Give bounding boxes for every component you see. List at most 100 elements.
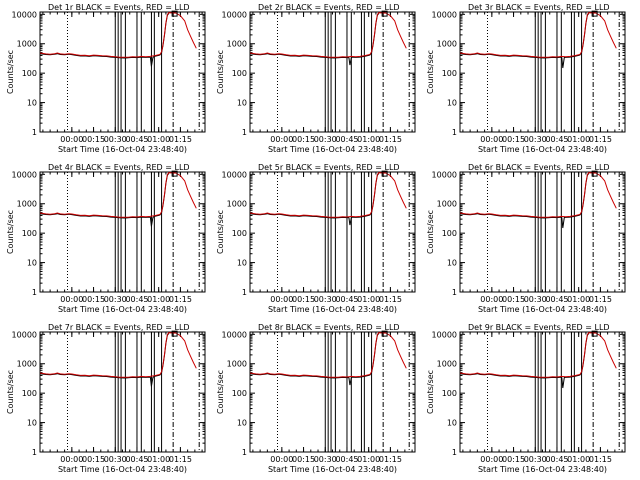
panel-title: Det 5r BLACK = Events, RED = LLD [258,163,400,172]
x-tick-label: 00:15 [502,135,525,144]
chart-panel-2: Det 2r BLACK = Events, RED = LLD 1 10 100 10… [216,3,416,154]
x-axis-label: Start Time (16-Oct-04 23:48:40) [58,465,187,474]
x-tick-label: 00:30 [314,135,337,144]
x-tick-label: 00:45 [125,135,148,144]
y-tick-label: 10 [447,99,457,108]
y-tick-label: 10000 [12,170,37,179]
x-tick-label: 00:00 [60,455,83,464]
x-axis-label: Start Time (16-Oct-04 23:48:40) [478,145,607,154]
y-tick-label: 1000 [227,40,247,49]
x-tick-label: 01:00 [147,455,170,464]
x-tick-label: 01:15 [589,455,612,464]
y-tick-label: 10000 [432,10,457,19]
x-tick-label: 00:45 [545,455,568,464]
events-series-line [249,13,380,66]
x-tick-label: 00:30 [524,295,547,304]
x-tick-label: 01:00 [147,295,170,304]
x-axis-label: Start Time (16-Oct-04 23:48:40) [478,465,607,474]
x-tick-label: 00:45 [335,295,358,304]
y-tick-label: 1000 [17,200,37,209]
events-series-line [459,13,590,69]
x-tick-label: 00:00 [60,295,83,304]
y-tick-label: 10000 [432,170,457,179]
x-tick-label: 01:15 [169,135,192,144]
x-tick-label: 00:15 [502,455,525,464]
events-series-line [249,173,380,226]
panel-title: Det 1r BLACK = Events, RED = LLD [48,3,190,12]
chart-panel-5: Det 5r BLACK = Events, RED = LLD 1 10 100 10… [216,163,416,314]
plot-frame [249,11,416,133]
x-tick-label: 01:15 [379,455,402,464]
y-tick-label: 1 [32,128,37,137]
x-tick-label: 00:00 [480,295,503,304]
lld-series-line [459,172,617,218]
y-tick-label: 1 [32,288,37,297]
lld-series-line [249,12,407,58]
x-tick-label: 01:00 [357,295,380,304]
data-marker [591,330,598,337]
y-tick-label: 10000 [432,330,457,339]
y-tick-label: 100 [442,389,457,398]
y-tick-label: 10000 [222,330,247,339]
chart-panel-3: Det 3r BLACK = Events, RED = LLD 1 10 100 10… [426,3,626,154]
y-tick-label: 1 [242,288,247,297]
y-tick-label: 100 [442,229,457,238]
y-tick-label: 1000 [227,200,247,209]
y-tick-label: 10 [237,259,247,268]
y-tick-label: 1000 [227,360,247,369]
x-tick-label: 00:00 [270,135,293,144]
lld-series-line [249,332,407,378]
y-tick-label: 1000 [437,40,457,49]
y-axis-label: Counts/sec [426,50,435,94]
events-series-line [459,173,590,229]
x-tick-label: 00:15 [82,455,105,464]
y-tick-label: 10000 [222,10,247,19]
plot-frame [459,11,626,133]
y-axis-label: Counts/sec [426,370,435,414]
data-marker [171,10,178,17]
events-series-line [39,333,170,387]
x-tick-label: 00:00 [270,295,293,304]
x-axis-label: Start Time (16-Oct-04 23:48:40) [268,305,397,314]
x-axis-label: Start Time (16-Oct-04 23:48:40) [268,465,397,474]
x-axis-label: Start Time (16-Oct-04 23:48:40) [58,145,187,154]
x-tick-label: 01:00 [567,295,590,304]
y-tick-label: 100 [232,389,247,398]
y-tick-label: 10 [447,419,457,428]
y-tick-label: 10 [237,99,247,108]
events-series-line [249,333,380,386]
y-tick-label: 100 [22,389,37,398]
events-series-line [39,173,170,227]
x-tick-label: 00:30 [524,455,547,464]
x-axis-label: Start Time (16-Oct-04 23:48:40) [58,305,187,314]
chart-panel-6: Det 6r BLACK = Events, RED = LLD 1 10 100 10… [426,163,626,314]
y-tick-label: 10000 [222,170,247,179]
x-tick-label: 01:00 [567,135,590,144]
x-tick-label: 01:15 [379,295,402,304]
lld-series-line [39,12,197,58]
panel-title: Det 4r BLACK = Events, RED = LLD [48,163,190,172]
plot-frame [459,171,626,293]
plot-frame [39,331,206,453]
x-tick-label: 00:30 [104,455,127,464]
x-tick-label: 01:00 [357,135,380,144]
x-tick-label: 01:15 [169,455,192,464]
plot-frame [39,171,206,293]
x-tick-label: 00:15 [82,135,105,144]
x-tick-label: 00:45 [125,295,148,304]
x-tick-label: 00:15 [292,295,315,304]
x-tick-label: 00:15 [502,295,525,304]
data-marker [381,170,388,177]
y-tick-label: 100 [22,69,37,78]
x-tick-label: 00:00 [480,455,503,464]
x-tick-label: 00:30 [314,455,337,464]
chart-panel-7: Det 7r BLACK = Events, RED = LLD 1 10 100 10… [6,323,206,474]
y-axis-label: Counts/sec [216,370,225,414]
events-series-line [459,333,590,389]
x-tick-label: 00:30 [104,295,127,304]
chart-panel-4: Det 4r BLACK = Events, RED = LLD 1 10 100 10… [6,163,206,314]
lld-series-line [459,12,617,58]
plot-frame [459,331,626,453]
plot-frame [249,331,416,453]
x-tick-label: 01:15 [169,295,192,304]
